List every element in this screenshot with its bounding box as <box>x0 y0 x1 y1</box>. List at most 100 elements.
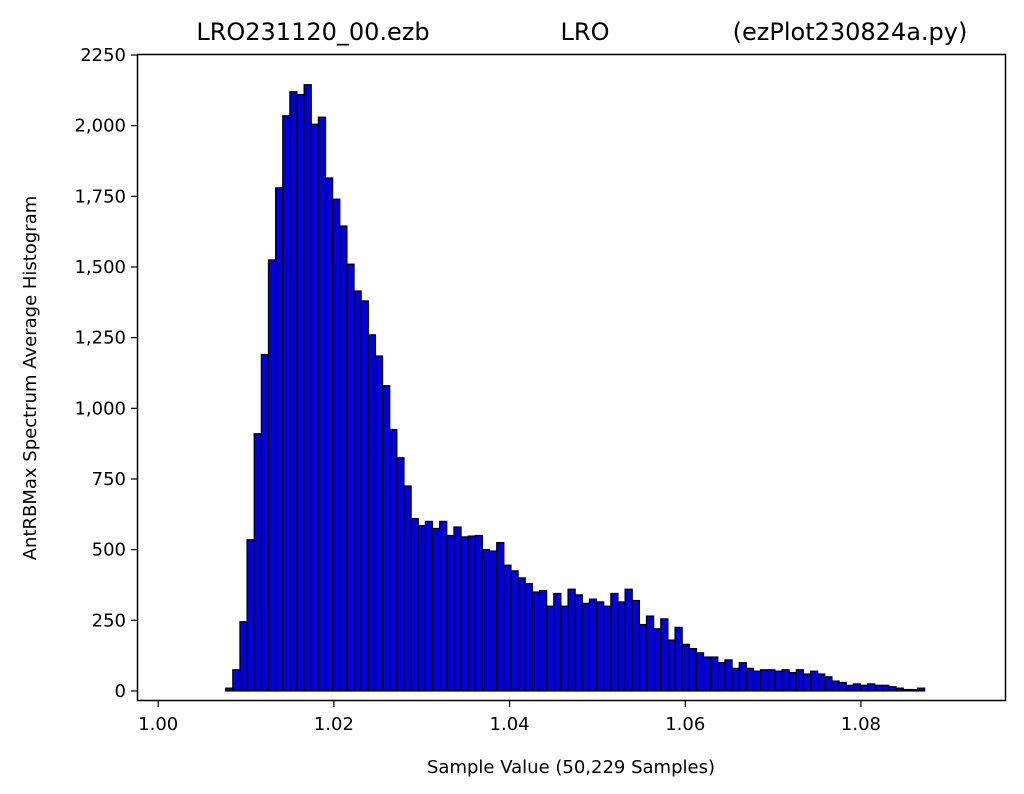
histogram-bar <box>353 290 362 692</box>
histogram-bar <box>788 671 797 692</box>
x-axis-ticks: 1.00 1.02 1.04 1.06 1.08 <box>138 700 881 735</box>
histogram-bar <box>610 592 619 692</box>
histogram-bar <box>396 457 405 692</box>
x-axis-label: Sample Value (50,229 Samples) <box>427 757 715 778</box>
histogram-bar <box>267 259 277 692</box>
y-tick-label: 500 <box>92 540 126 561</box>
y-tick-label: 1,750 <box>74 186 126 207</box>
histogram-bar <box>667 639 676 692</box>
chart-title-left: LRO231120_00.ezb <box>196 18 429 46</box>
histogram-bar <box>339 225 348 692</box>
chart-title-center: LRO <box>561 18 610 46</box>
histogram-bar <box>510 570 519 692</box>
histogram-bar <box>481 549 491 692</box>
histogram-bar <box>710 656 719 692</box>
histogram-bar <box>260 354 270 692</box>
histogram-bar <box>874 684 883 692</box>
histogram-bar <box>809 670 819 692</box>
histogram-bar <box>303 84 312 692</box>
histogram-bar <box>838 681 847 692</box>
histogram-bar <box>232 669 241 692</box>
histogram-bar <box>560 605 569 692</box>
histogram-bar <box>546 605 555 692</box>
histogram-bar <box>902 688 912 692</box>
y-tick-label: 1,250 <box>74 328 126 349</box>
histogram-bar <box>881 684 890 692</box>
histogram-bar <box>603 605 612 692</box>
histogram-bar <box>374 355 384 692</box>
histogram-bar <box>653 628 662 692</box>
histogram-bar <box>403 485 412 692</box>
histogram-bar <box>275 187 284 692</box>
histogram-bar <box>731 667 740 692</box>
histogram-bar <box>488 550 498 692</box>
histogram-bar <box>859 684 869 692</box>
histogram-bar <box>588 598 598 692</box>
histogram-bar <box>681 643 690 692</box>
histogram-bar <box>253 433 262 692</box>
histogram-bar <box>824 676 833 692</box>
histogram-bars <box>225 84 926 692</box>
histogram-bar <box>845 684 854 692</box>
y-tick-label: 0 <box>115 681 126 702</box>
histogram-bar <box>567 588 576 692</box>
histogram-bar <box>553 592 562 692</box>
histogram-bar <box>802 673 812 692</box>
histogram-bar <box>317 116 327 692</box>
histogram-bar <box>460 536 469 692</box>
histogram-bar <box>417 525 426 692</box>
histogram-bar <box>909 688 919 692</box>
y-tick-label: 250 <box>92 610 126 631</box>
histogram-bar <box>595 601 605 692</box>
histogram-bar <box>852 683 862 692</box>
histogram-bar <box>503 564 512 692</box>
histogram-bar <box>324 177 334 692</box>
histogram-bar <box>674 626 683 692</box>
y-tick-label: 1,000 <box>74 398 126 419</box>
histogram-bar <box>624 588 633 692</box>
histogram-bar <box>282 115 291 692</box>
histogram-bar <box>538 590 548 692</box>
histogram-bar <box>767 669 776 692</box>
histogram-bar <box>367 334 377 692</box>
histogram-bar <box>474 534 484 692</box>
histogram-bar <box>310 123 319 692</box>
histogram-bar <box>531 591 541 692</box>
histogram-bar <box>645 615 655 692</box>
histogram-bar <box>717 662 726 692</box>
histogram-bar <box>381 385 391 692</box>
x-tick-label: 1.06 <box>665 714 705 735</box>
chart-title-right: (ezPlot230824a.py) <box>733 18 968 46</box>
y-axis-label: AntRBMax Spectrum Average Histogram <box>20 196 41 561</box>
histogram-bar <box>410 517 419 692</box>
histogram-bar <box>517 577 526 692</box>
y-tick-label: 2,000 <box>74 116 126 137</box>
histogram-bar <box>831 680 840 692</box>
histogram-bar <box>524 582 533 692</box>
histogram-bar <box>760 669 769 692</box>
histogram-bar <box>688 647 698 692</box>
histogram-bar <box>467 535 476 692</box>
histogram-bar <box>346 263 355 692</box>
x-tick-label: 1.02 <box>314 714 354 735</box>
histogram-bar <box>724 659 733 692</box>
histogram-bar <box>817 673 826 692</box>
histogram-bar <box>781 669 790 692</box>
histogram-bar <box>867 683 876 692</box>
histogram-bar <box>795 669 805 692</box>
histogram-bar <box>239 621 248 692</box>
histogram-bar <box>702 656 712 692</box>
histogram-bar <box>888 686 897 692</box>
histogram-bar <box>581 602 591 692</box>
histogram-bar <box>296 93 305 692</box>
histogram-bar <box>225 687 234 692</box>
histogram-bar <box>574 594 583 692</box>
x-tick-label: 1.00 <box>138 714 178 735</box>
histogram-bar <box>916 687 926 692</box>
histogram-bar <box>289 91 298 692</box>
x-tick-label: 1.08 <box>841 714 881 735</box>
histogram-bar <box>496 541 505 692</box>
y-tick-label: 1,500 <box>74 257 126 278</box>
x-tick-label: 1.04 <box>490 714 530 735</box>
